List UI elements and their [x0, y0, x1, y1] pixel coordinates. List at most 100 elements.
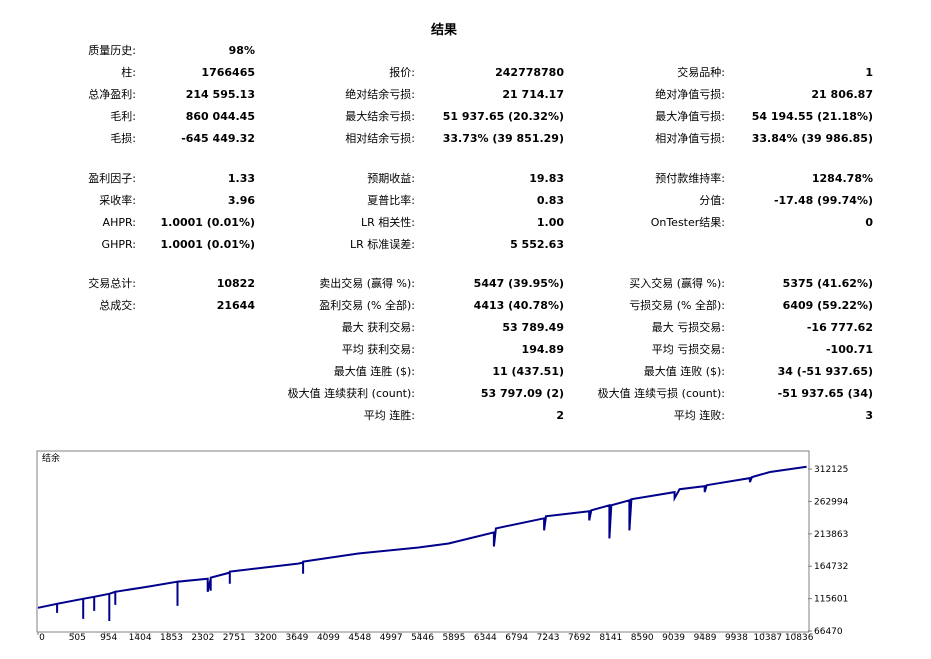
x-tick-label: 3649 — [286, 633, 309, 643]
stat-label: 交易总计: — [88, 277, 136, 290]
report-title: 结果 — [430, 23, 457, 38]
stat-value: 860 044.45 — [185, 110, 255, 123]
stat-label: 相对结余亏损: — [345, 132, 415, 145]
x-tick-label: 7243 — [537, 633, 560, 643]
x-tick-label: 1404 — [129, 633, 152, 643]
stat-value: 2 — [556, 409, 564, 422]
x-tick-label: 4099 — [317, 633, 340, 643]
x-tick-label: 9489 — [694, 633, 717, 643]
y-tick-label: 312125 — [814, 465, 848, 475]
stat-label: 平均 连败: — [673, 409, 725, 422]
stat-value: 51 937.65 (20.32%) — [442, 110, 564, 123]
y-tick-label: 262994 — [814, 497, 849, 507]
stat-value: 1.0001 (0.01%) — [160, 216, 256, 229]
x-tick-label: 505 — [69, 633, 86, 643]
plot-frame — [36, 450, 810, 633]
x-tick-label: 9938 — [725, 633, 748, 643]
stat-value: 1.33 — [227, 172, 255, 185]
stat-value: 1.0001 (0.01%) — [160, 238, 256, 251]
x-tick-label: 2751 — [223, 633, 246, 643]
stat-label: 毛利: — [110, 110, 136, 123]
x-tick-label: 10387 — [753, 633, 782, 643]
stat-value: 3 — [865, 409, 873, 422]
stat-value: 5 552.63 — [510, 238, 564, 251]
stat-label: 分值: — [699, 194, 725, 207]
stat-label: 卖出交易 (赢得 %): — [319, 277, 415, 290]
x-tick-label: 10836 — [785, 633, 814, 643]
x-tick-label: 4548 — [348, 633, 371, 643]
stat-label: 极大值 连续亏损 (count): — [597, 387, 725, 400]
balance-line — [37, 465, 807, 621]
stat-label: 最大 亏损交易: — [651, 321, 725, 334]
y-tick-label: 213863 — [814, 530, 848, 540]
stat-label: 平均 获利交易: — [341, 343, 415, 356]
x-tick-label: 0 — [39, 633, 45, 643]
stat-value: -645 449.32 — [181, 132, 255, 145]
stat-value: 0 — [865, 216, 873, 229]
stat-label: 盈利因子: — [88, 172, 136, 185]
x-tick-label: 6794 — [505, 633, 528, 643]
stat-label: 极大值 连续获利 (count): — [287, 387, 415, 400]
stat-label: 最大结余亏损: — [345, 110, 415, 123]
stat-label: 最大值 连败 ($): — [643, 365, 725, 378]
stat-label: LR 相关性: — [361, 216, 415, 229]
chart-label: 结余 — [42, 452, 60, 464]
stat-value: 19.83 — [529, 172, 564, 185]
stat-value: 214 595.13 — [185, 88, 255, 101]
stat-label: 买入交易 (赢得 %): — [629, 277, 725, 290]
stat-label: 质量历史: — [88, 44, 136, 57]
x-tick-label: 9039 — [662, 633, 685, 643]
stat-value: 1766465 — [201, 66, 255, 79]
stat-label: 夏普比率: — [367, 194, 415, 207]
stat-label: 柱: — [121, 66, 136, 79]
stat-value: 6409 (59.22%) — [782, 299, 873, 312]
x-tick-label: 8590 — [631, 633, 654, 643]
x-tick-label: 8141 — [599, 633, 622, 643]
stat-value: -51 937.65 (34) — [777, 387, 873, 400]
stat-label: 相对净值亏损: — [655, 132, 725, 145]
stat-value: 33.84% (39 986.85) — [751, 132, 873, 145]
x-tick-label: 5895 — [442, 633, 465, 643]
stat-label: AHPR: — [102, 216, 136, 229]
stat-value: 1284.78% — [811, 172, 873, 185]
stat-label: 报价: — [389, 66, 415, 79]
stat-value: 34 (-51 937.65) — [777, 365, 873, 378]
stat-label: GHPR: — [101, 238, 136, 251]
stat-value: 11 (437.51) — [492, 365, 564, 378]
x-tick-label: 5446 — [411, 633, 434, 643]
stat-value: 1 — [865, 66, 873, 79]
x-tick-label: 4997 — [380, 633, 403, 643]
stat-value: 53 797.09 (2) — [480, 387, 564, 400]
stat-value: -100.71 — [825, 343, 873, 356]
stat-value: 5375 (41.62%) — [782, 277, 873, 290]
stat-value: 21644 — [216, 299, 255, 312]
stat-value: 21 806.87 — [811, 88, 873, 101]
y-tick-label: 115601 — [814, 595, 848, 605]
stat-value: -17.48 (99.74%) — [773, 194, 873, 207]
stat-label: 预付款维持率: — [655, 172, 725, 185]
stat-value: 242778780 — [495, 66, 564, 79]
stat-value: 4413 (40.78%) — [473, 299, 564, 312]
stat-value: 5447 (39.95%) — [473, 277, 564, 290]
x-tick-label: 7692 — [568, 633, 591, 643]
stat-label: 绝对结余亏损: — [345, 88, 415, 101]
stat-value: 194.89 — [521, 343, 564, 356]
x-tick-label: 1853 — [160, 633, 183, 643]
stat-value: 33.73% (39 851.29) — [442, 132, 564, 145]
stat-label: 总成交: — [99, 299, 136, 312]
stat-label: 绝对净值亏损: — [655, 88, 725, 101]
stat-value: 98% — [228, 44, 255, 57]
stat-label: 最大值 连胜 ($): — [333, 365, 415, 378]
stat-value: 21 714.17 — [502, 88, 564, 101]
x-tick-label: 954 — [100, 633, 117, 643]
x-tick-label: 6344 — [474, 633, 497, 643]
stat-label: 亏损交易 (% 全部): — [629, 299, 725, 312]
stat-label: 最大净值亏损: — [655, 110, 725, 123]
stat-label: 预期收益: — [367, 172, 415, 185]
stat-label: OnTester结果: — [650, 216, 725, 229]
stat-label: 交易品种: — [677, 66, 725, 79]
stat-value: 53 789.49 — [502, 321, 564, 334]
x-tick-label: 2302 — [191, 633, 214, 643]
